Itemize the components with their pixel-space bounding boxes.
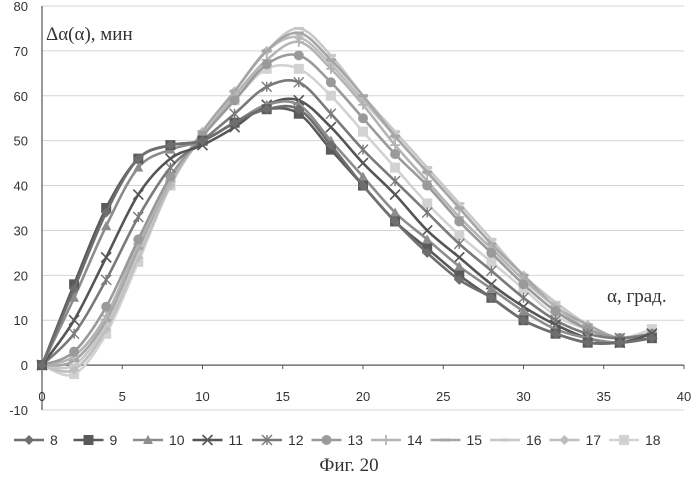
data-point bbox=[454, 207, 464, 210]
data-point bbox=[294, 31, 304, 34]
legend-label: 17 bbox=[586, 432, 602, 448]
legend-label: 9 bbox=[110, 432, 118, 448]
x-tick-label: 35 bbox=[597, 389, 611, 404]
x-tick-label: 20 bbox=[356, 389, 370, 404]
data-point bbox=[422, 181, 432, 191]
data-point bbox=[262, 49, 272, 52]
legend-label: 18 bbox=[645, 432, 661, 448]
data-point bbox=[294, 27, 304, 30]
x-axis-title: α, град. bbox=[607, 286, 667, 307]
data-point bbox=[454, 230, 464, 240]
x-tick-label: 40 bbox=[677, 389, 691, 404]
data-point bbox=[454, 216, 464, 226]
data-point bbox=[294, 64, 304, 74]
data-point bbox=[422, 171, 432, 174]
data-point bbox=[326, 91, 336, 101]
x-tick-label: 5 bbox=[119, 389, 126, 404]
figure-caption: Фиг. 20 bbox=[319, 455, 378, 476]
data-point bbox=[500, 439, 510, 442]
data-point bbox=[486, 248, 496, 258]
legend-label: 13 bbox=[348, 432, 364, 448]
x-tick-label: 25 bbox=[436, 389, 450, 404]
data-point bbox=[358, 94, 368, 97]
data-point bbox=[69, 364, 79, 367]
legend-label: 8 bbox=[50, 432, 58, 448]
y-tick-label: 10 bbox=[14, 313, 28, 328]
data-point bbox=[230, 95, 240, 105]
y-tick-label: 30 bbox=[14, 223, 28, 238]
data-point bbox=[326, 77, 336, 87]
y-tick-label: 40 bbox=[14, 179, 28, 194]
data-point bbox=[486, 257, 496, 267]
y-tick-label: 0 bbox=[21, 358, 28, 373]
y-tick-label: 20 bbox=[14, 268, 28, 283]
y-tick-label: 70 bbox=[14, 44, 28, 59]
data-point bbox=[322, 435, 332, 445]
data-point bbox=[101, 302, 111, 312]
x-tick-label: 10 bbox=[195, 389, 209, 404]
legend-label: 12 bbox=[288, 432, 304, 448]
y-tick-label: -10 bbox=[9, 403, 28, 418]
legend-label: 11 bbox=[229, 432, 244, 448]
x-tick-label: 0 bbox=[38, 389, 45, 404]
legend-label: 14 bbox=[407, 432, 423, 448]
data-point bbox=[262, 59, 272, 69]
data-point bbox=[358, 127, 368, 137]
data-point bbox=[551, 306, 561, 316]
x-tick-label: 30 bbox=[516, 389, 530, 404]
data-point bbox=[326, 58, 336, 61]
data-point bbox=[441, 439, 451, 442]
legend-label: 16 bbox=[526, 432, 542, 448]
data-point bbox=[294, 50, 304, 60]
data-point bbox=[390, 163, 400, 173]
legend-label: 10 bbox=[169, 432, 185, 448]
data-point bbox=[69, 347, 79, 357]
y-tick-label: 80 bbox=[14, 0, 28, 14]
y-axis-title: Δα(α), мин bbox=[46, 24, 133, 45]
legend-label: 15 bbox=[467, 432, 483, 448]
y-tick-label: 60 bbox=[14, 89, 28, 104]
data-point bbox=[390, 135, 400, 138]
data-point bbox=[422, 199, 432, 209]
y-tick-label: 50 bbox=[14, 134, 28, 149]
data-point bbox=[619, 435, 629, 445]
data-point bbox=[358, 113, 368, 123]
x-tick-label: 15 bbox=[276, 389, 290, 404]
data-point bbox=[519, 279, 529, 289]
data-point bbox=[390, 149, 400, 159]
data-point bbox=[84, 435, 94, 445]
data-point bbox=[133, 234, 143, 244]
